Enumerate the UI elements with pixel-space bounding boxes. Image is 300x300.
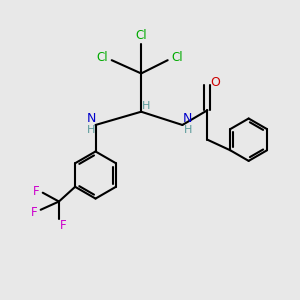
Text: Cl: Cl xyxy=(135,29,147,42)
Text: H: H xyxy=(87,125,95,135)
Text: H: H xyxy=(184,125,192,135)
Text: O: O xyxy=(210,76,220,89)
Text: Cl: Cl xyxy=(171,51,183,64)
Text: N: N xyxy=(86,112,96,125)
Text: H: H xyxy=(142,101,151,111)
Text: Cl: Cl xyxy=(97,51,108,64)
Text: F: F xyxy=(60,219,67,232)
Text: F: F xyxy=(33,185,40,198)
Text: N: N xyxy=(183,112,192,125)
Text: F: F xyxy=(31,206,38,219)
